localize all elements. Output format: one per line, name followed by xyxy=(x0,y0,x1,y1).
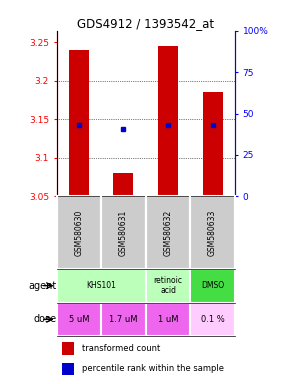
Bar xyxy=(57,269,146,303)
Text: 1 uM: 1 uM xyxy=(158,315,178,324)
Bar xyxy=(57,303,101,336)
Text: GSM580633: GSM580633 xyxy=(208,209,217,256)
Bar xyxy=(190,269,235,303)
Text: 1.7 uM: 1.7 uM xyxy=(109,315,138,324)
Bar xyxy=(62,362,74,375)
Bar xyxy=(146,303,190,336)
Text: percentile rank within the sample: percentile rank within the sample xyxy=(81,364,224,373)
Text: transformed count: transformed count xyxy=(81,344,160,353)
Text: 5 uM: 5 uM xyxy=(69,315,89,324)
Bar xyxy=(101,303,146,336)
Text: GSM580632: GSM580632 xyxy=(164,210,173,256)
Bar xyxy=(62,342,74,355)
Bar xyxy=(190,196,235,269)
Bar xyxy=(101,196,146,269)
Bar xyxy=(158,46,178,196)
Bar xyxy=(113,173,133,196)
Text: 0.1 %: 0.1 % xyxy=(201,315,224,324)
Bar xyxy=(146,269,190,303)
Text: GSM580631: GSM580631 xyxy=(119,210,128,256)
Text: agent: agent xyxy=(28,281,57,291)
Text: GSM580630: GSM580630 xyxy=(74,209,83,256)
Bar xyxy=(190,303,235,336)
Bar xyxy=(203,93,223,196)
Text: retinoic
acid: retinoic acid xyxy=(153,276,182,295)
Bar xyxy=(57,196,101,269)
Text: dose: dose xyxy=(33,314,57,324)
Bar xyxy=(69,50,89,196)
Title: GDS4912 / 1393542_at: GDS4912 / 1393542_at xyxy=(77,17,214,30)
Text: DMSO: DMSO xyxy=(201,281,224,290)
Bar xyxy=(146,196,190,269)
Text: KHS101: KHS101 xyxy=(86,281,116,290)
